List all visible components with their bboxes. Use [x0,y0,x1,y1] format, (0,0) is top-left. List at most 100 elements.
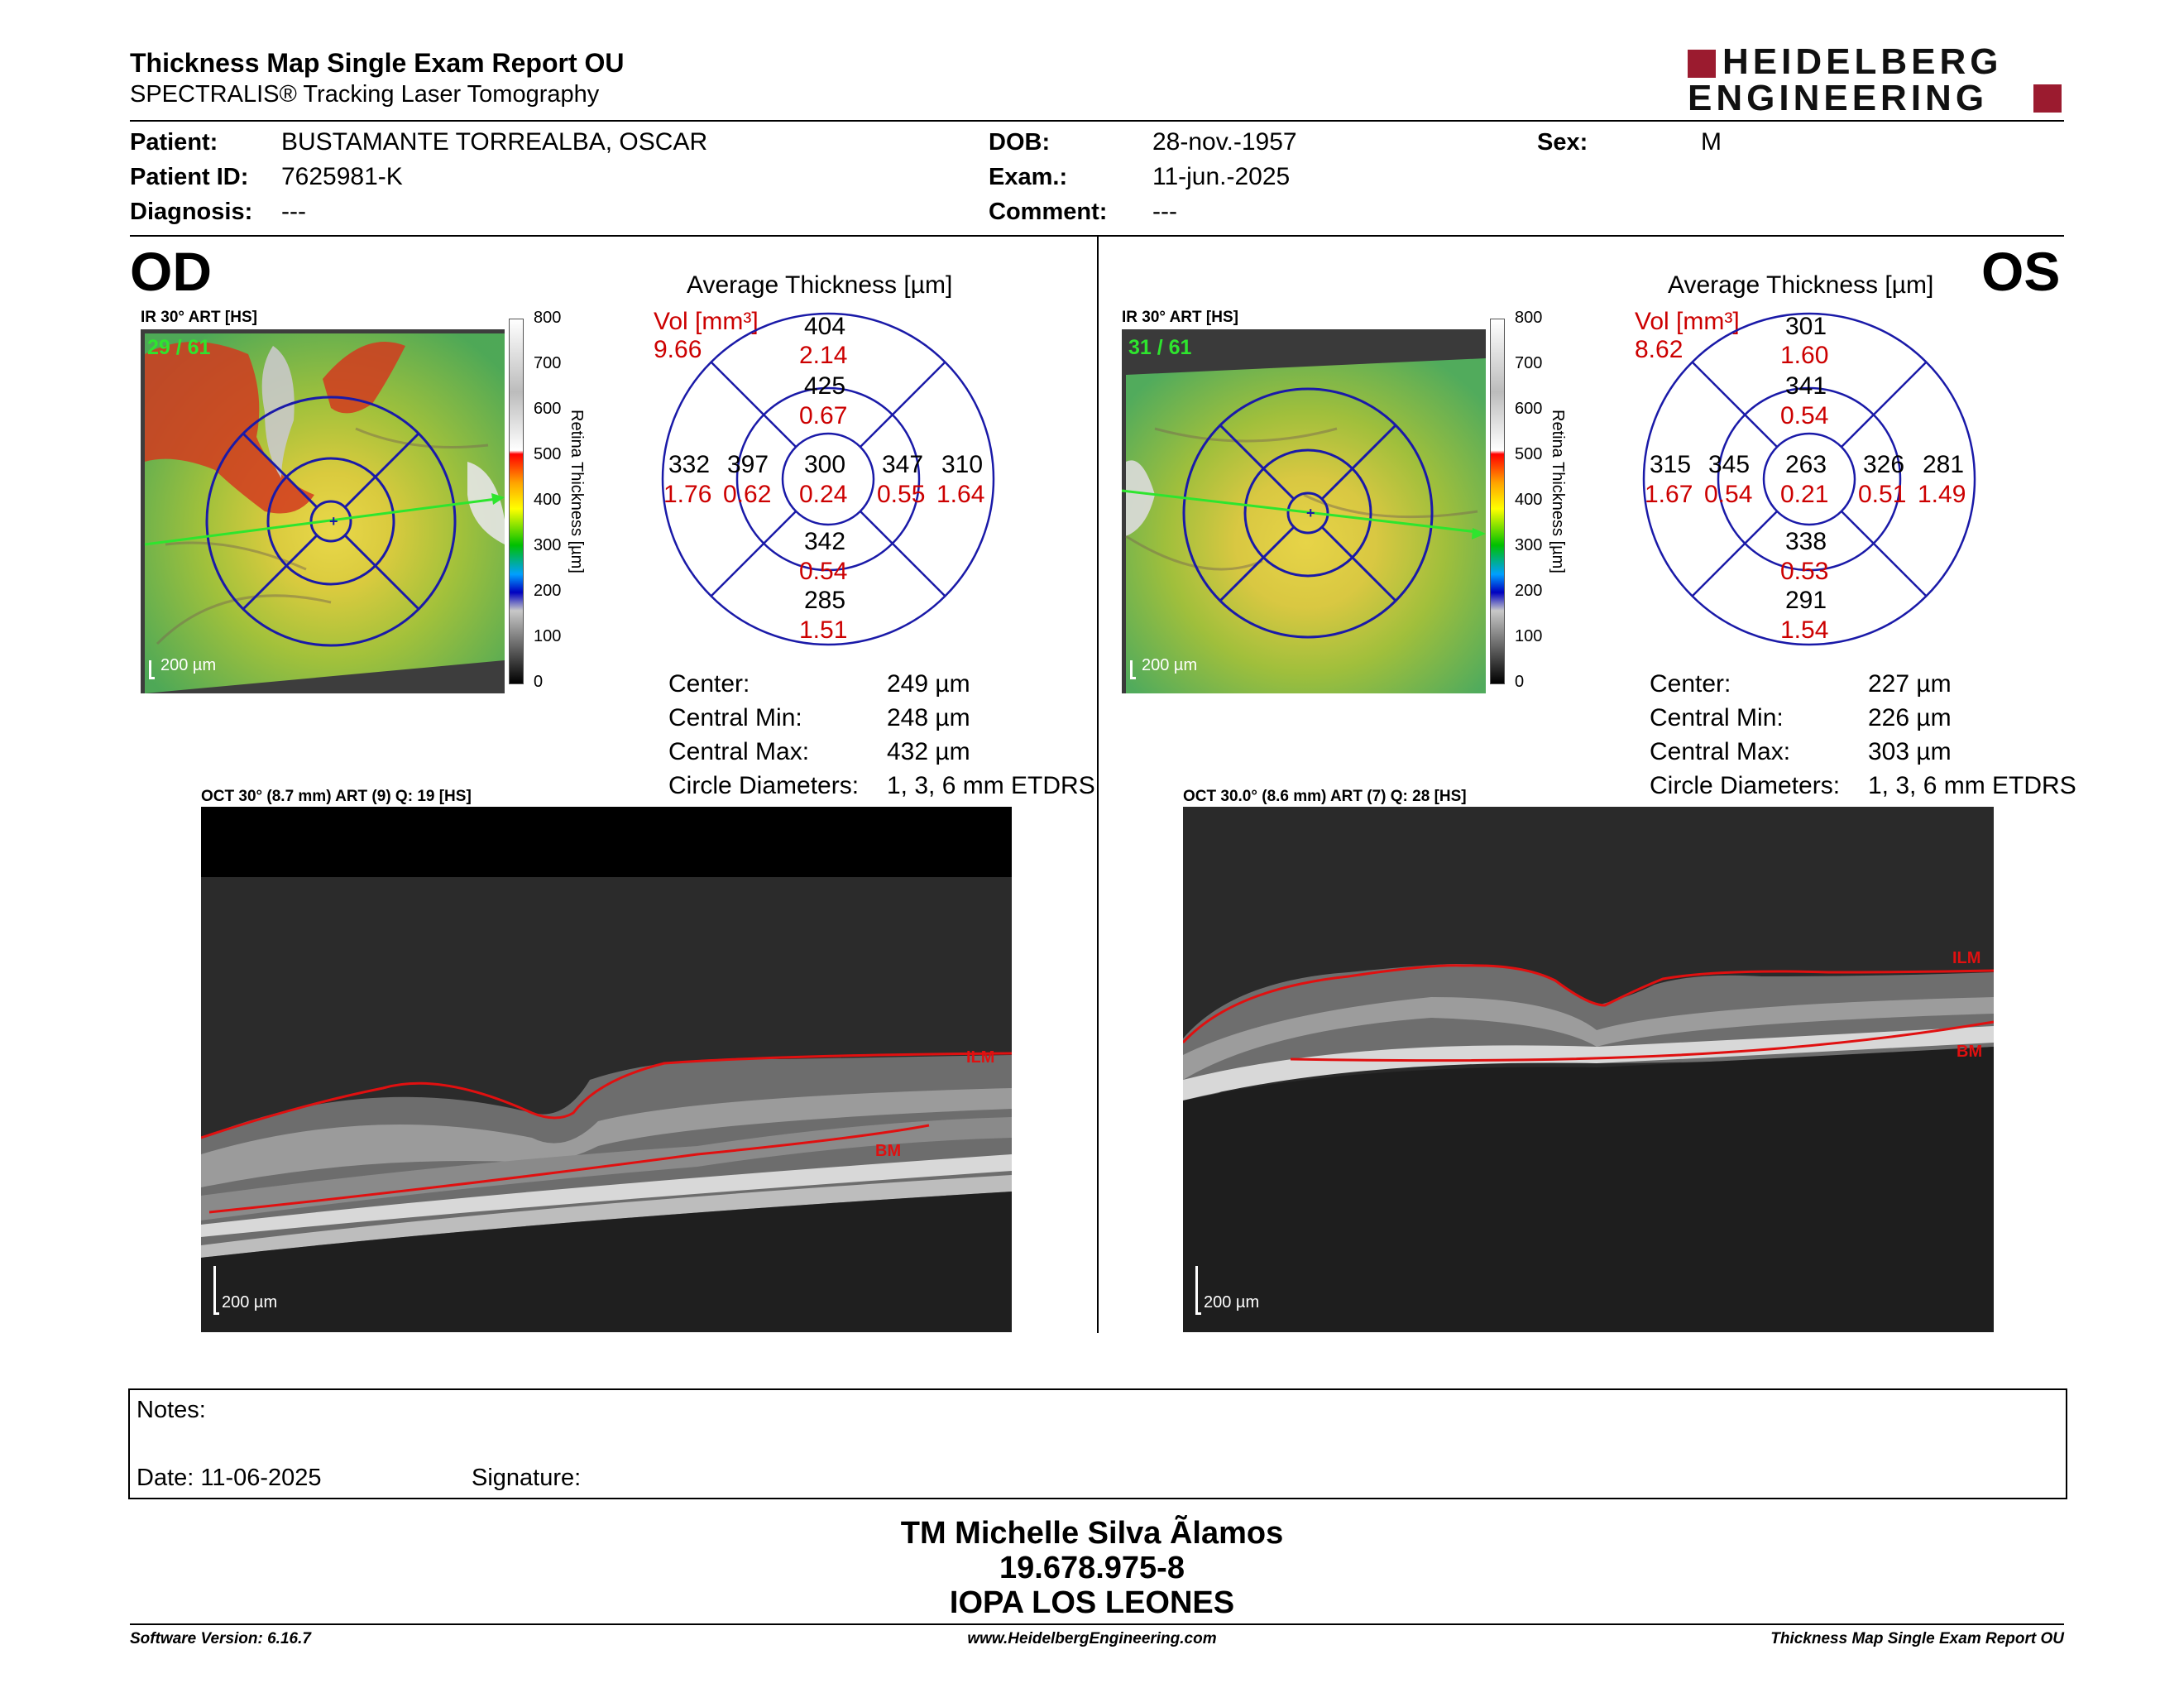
tick: 700 [534,354,562,372]
signature-label: Signature: [472,1465,582,1491]
os-inner-tmp-volume: 0.54 [1704,481,1753,508]
os-outer-sup-thickness: 301 [1785,313,1827,340]
od-center-volume: 0.24 [799,481,848,508]
oct-label-os: OCT 30.0° (8.6 mm) ART (7) Q: 28 [HS] [1183,788,1467,805]
tick: 600 [1515,400,1543,418]
os-stat-value: 303 µm [1868,738,1952,765]
os-stat-value: 227 µm [1868,670,1952,698]
os-center-thickness: 263 [1785,451,1827,478]
oct-scale-bar-od [213,1266,219,1315]
tick: 300 [1515,536,1543,554]
vol-total-os: 8.62 [1635,336,1684,363]
patient-id-value: 7625981-K [281,163,403,190]
etdrs-chart-os [1642,312,1976,646]
oct-scale-label-od: 200 µm [222,1293,278,1312]
tick: 0 [1515,673,1525,691]
od-outer-inf-volume: 1.51 [799,616,848,644]
od-outer-nas-thickness: 310 [941,451,984,478]
os-inner-tmp-thickness: 345 [1708,451,1751,478]
od-inner-sup-volume: 0.67 [799,402,848,429]
ir-label-os: IR 30° ART [HS] [1122,309,1238,326]
footer-url[interactable]: www.HeidelbergEngineering.com [967,1630,1217,1647]
os-outer-sup-volume: 1.60 [1780,342,1829,369]
tick: 100 [1515,627,1543,645]
etdrs-grid-os: + [1122,387,1486,639]
tick: 600 [534,400,562,418]
colorbar-od-label: Retina Thickness [µm] [568,410,586,573]
os-stat-value: 226 µm [1868,704,1952,731]
diagnosis-value: --- [281,198,306,225]
logo-line1: HEIDELBERG [1722,41,2003,82]
od-outer-sup-thickness: 404 [804,313,846,340]
od-inner-nas-volume: 0.55 [877,481,926,508]
od-inner-tmp-volume: 0.62 [723,481,772,508]
eye-label-os: OS [1981,241,2061,302]
os-stat-label: Center: [1650,670,1731,698]
fundus-map-od: + 29 / 61 200 µm [141,329,505,693]
od-outer-inf-thickness: 285 [804,587,846,614]
os-inner-nas-thickness: 326 [1863,451,1905,478]
tick: 500 [534,445,562,463]
colorbar-os-label: Retina Thickness [µm] [1549,410,1567,573]
tick: 500 [1515,445,1543,463]
ilm-label-od: ILM [966,1048,995,1067]
od-outer-sup-volume: 2.14 [799,342,848,369]
tick: 300 [534,536,562,554]
frame-counter-os: 31 / 61 [1128,336,1192,359]
eye-label-od: OD [130,241,212,302]
bm-label-os: BM [1956,1043,1983,1061]
os-outer-nas-thickness: 281 [1923,451,1965,478]
footer-version: Software Version: 6.16.7 [130,1630,311,1647]
heidelberg-logo: HEIDELBERG ENGINEERING [1688,41,2068,118]
os-inner-nas-volume: 0.51 [1858,481,1907,508]
oct-scan-os-graphic [1183,807,1994,1332]
tick: 800 [534,309,562,327]
oct-scan-od: ILM BM 200 µm [201,807,1012,1332]
os-inner-sup-volume: 0.54 [1780,402,1829,429]
os-stat-label: Central Min: [1650,704,1784,731]
logo-square-top [1688,50,1716,78]
notes-label: Notes: [136,1397,206,1423]
patient-label: Patient: [130,129,218,156]
od-stat-value: 248 µm [887,704,970,731]
od-stat-label: Center: [668,670,750,698]
od-inner-inf-thickness: 342 [804,528,846,555]
od-outer-tmp-volume: 1.76 [663,481,712,508]
os-outer-inf-volume: 1.54 [1780,616,1829,644]
colorbar-os: 800 700 600 500 400 300 200 100 0 Retina… [1490,309,1581,691]
colorbar-os-gradient [1490,319,1505,684]
signature-org: IOPA LOS LEONES [949,1585,1235,1620]
scale-bar-od [149,660,155,679]
od-inner-nas-thickness: 347 [882,451,924,478]
tick: 0 [534,673,544,691]
od-stat-value: 1, 3, 6 mm ETDRS [887,772,1095,799]
diagnosis-label: Diagnosis: [130,199,253,225]
od-stat-label: Circle Diameters: [668,772,860,799]
logo-square-bottom [2033,84,2062,113]
od-center-thickness: 300 [804,451,846,478]
tick: 400 [1515,491,1543,509]
sex-label: Sex: [1537,129,1588,156]
colorbar-os-ticks: 800 700 600 500 400 300 200 100 0 [1515,309,1564,691]
avg-title-od: Average Thickness [µm] [687,271,953,299]
comment-label: Comment: [989,199,1108,225]
od-stat-label: Central Max: [668,738,810,765]
tick: 400 [534,491,562,509]
oct-scale-bar-os [1195,1266,1201,1315]
os-inner-sup-thickness: 341 [1785,372,1827,400]
os-stat-label: Central Max: [1650,738,1791,765]
tick: 700 [1515,354,1543,372]
report-title: Thickness Map Single Exam Report OU [130,48,625,78]
notes-box[interactable]: Notes: Date: 11-06-2025 Signature: [128,1388,2067,1499]
od-inner-inf-volume: 0.54 [799,558,848,585]
signature-name: TM Michelle Silva Ãlamos [900,1516,1284,1551]
oct-scale-label-os: 200 µm [1204,1293,1260,1312]
os-outer-inf-thickness: 291 [1785,587,1827,614]
vol-total-od: 9.66 [654,336,702,363]
vol-label-os: Vol [mm³] [1635,308,1740,335]
os-outer-nas-volume: 1.49 [1918,481,1966,508]
bm-label-od: BM [875,1142,902,1160]
fundus-map-os: + 31 / 61 200 µm [1122,329,1486,693]
od-stat-value: 249 µm [887,670,970,698]
tick: 100 [534,627,562,645]
